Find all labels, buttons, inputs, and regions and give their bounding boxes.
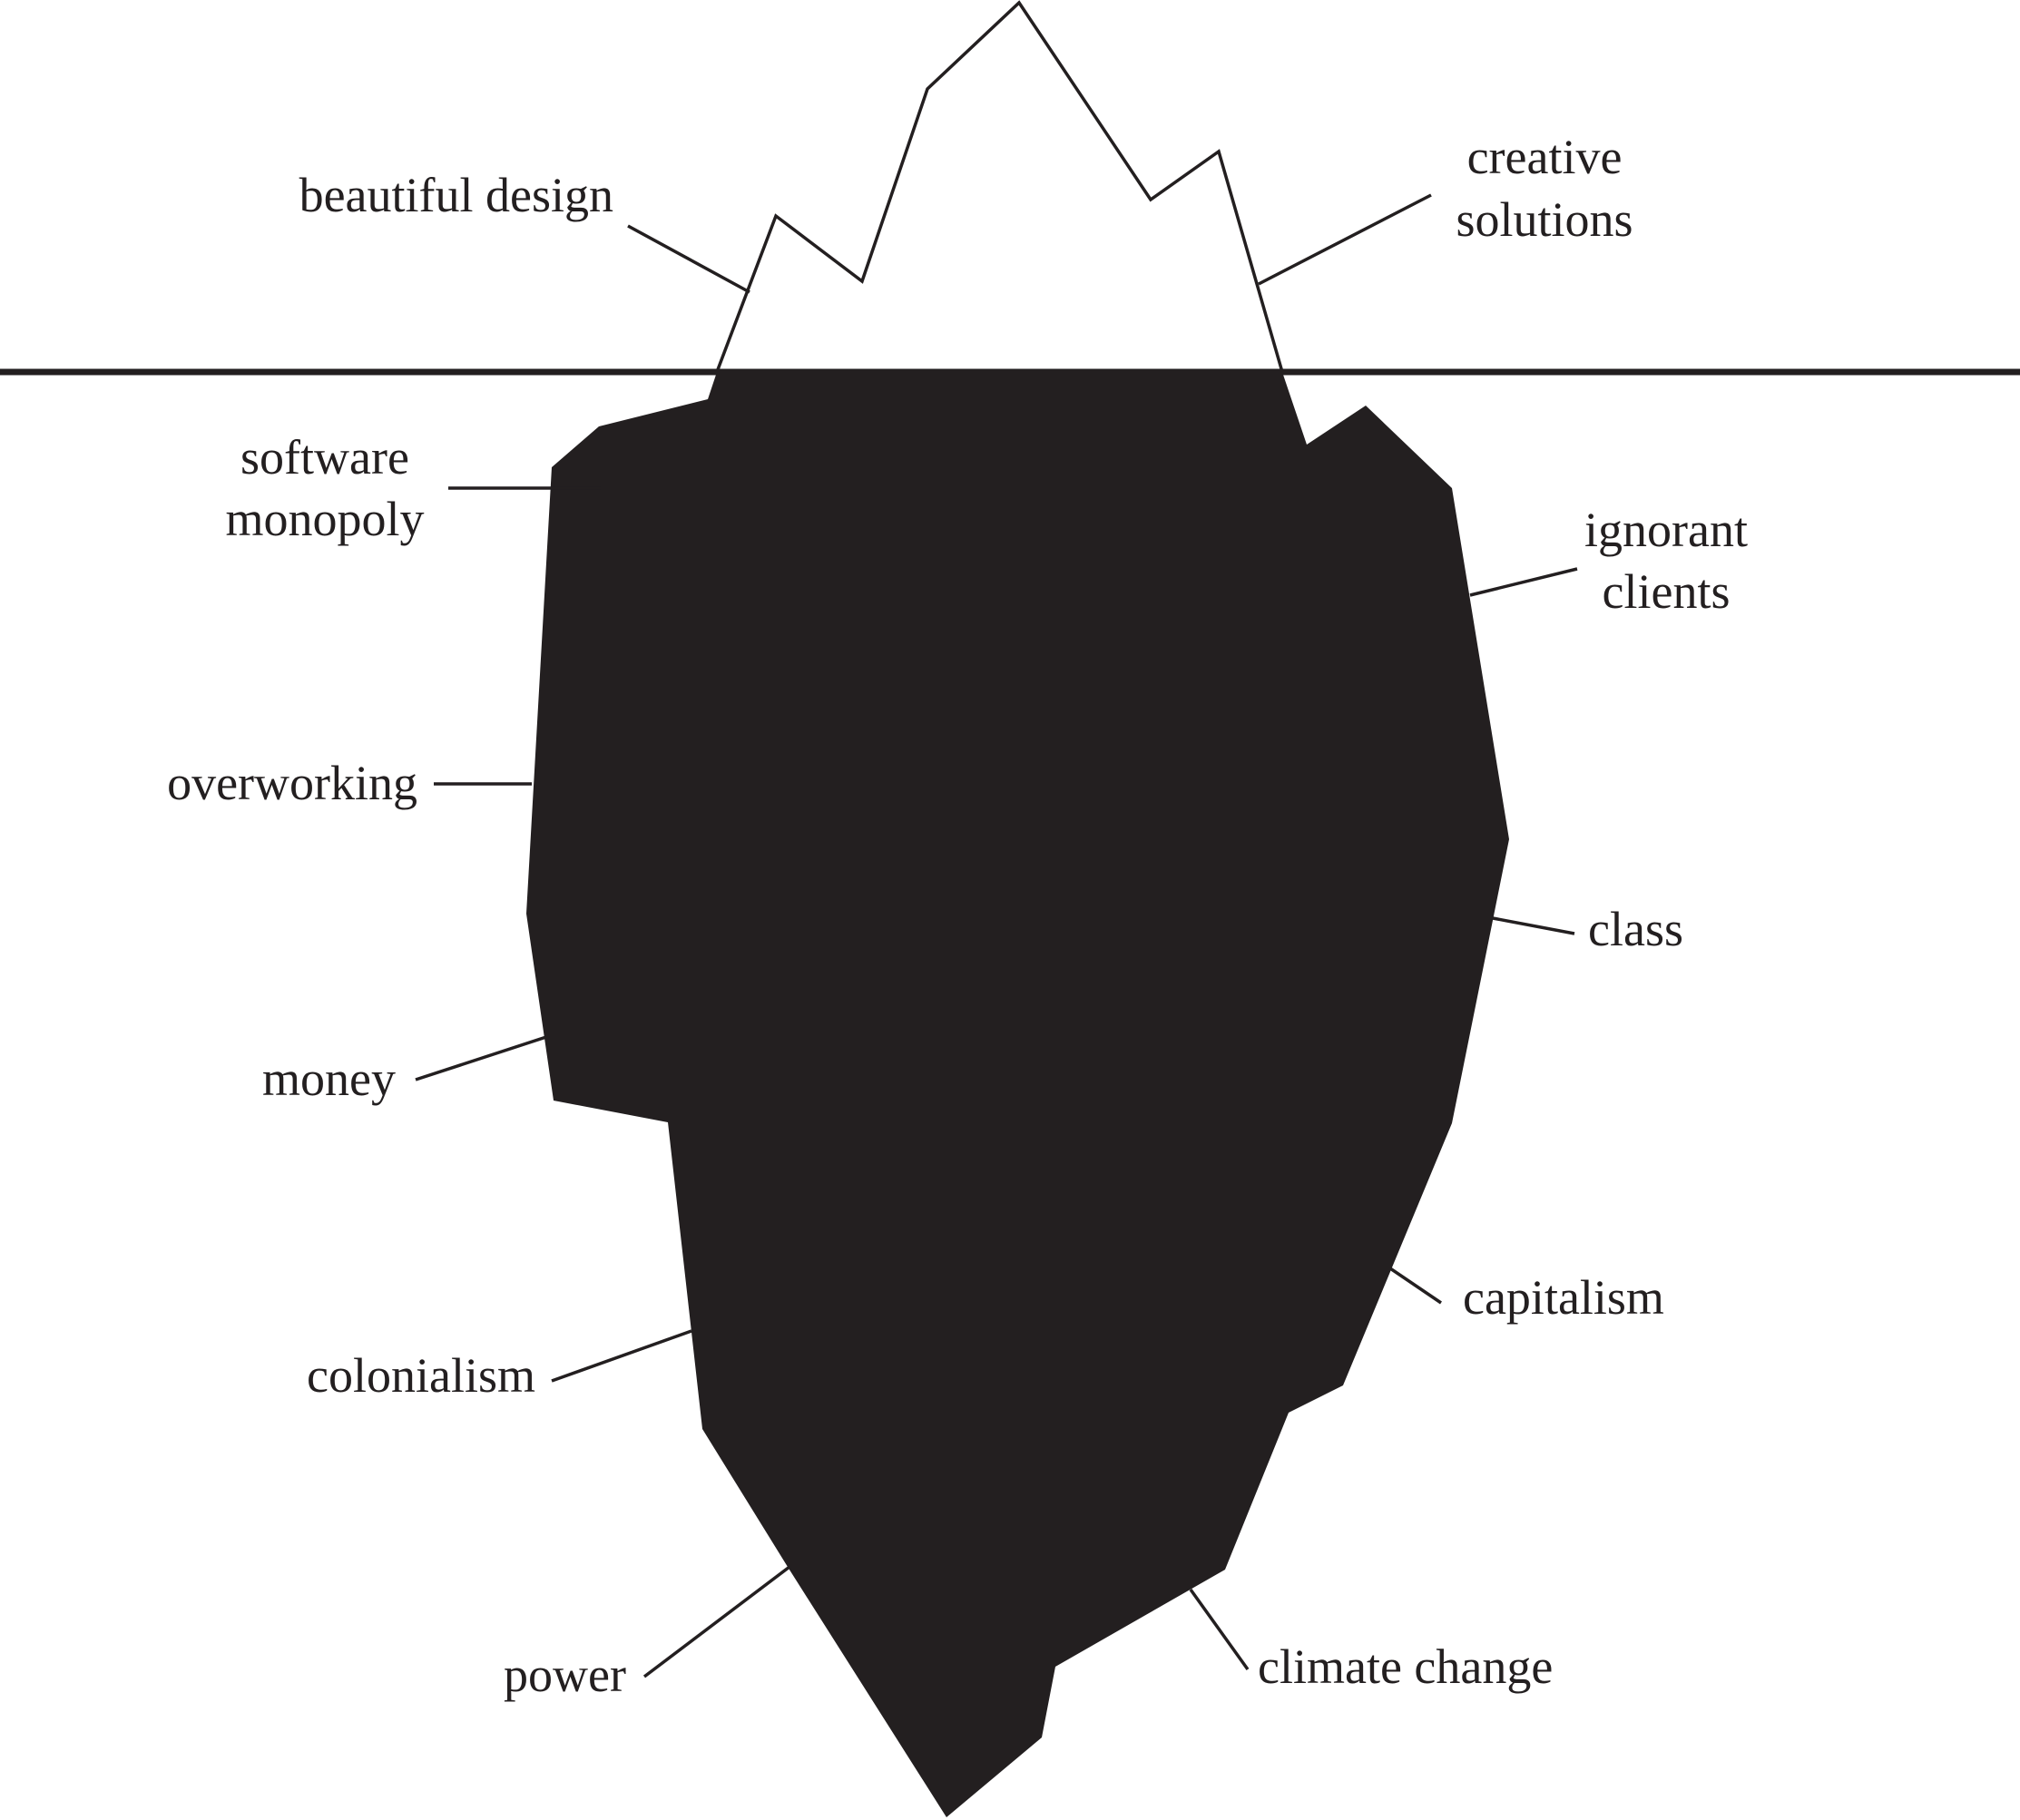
label-ignorant-clients-line2: clients (1603, 564, 1731, 619)
iceberg-submerged-mass (526, 372, 1509, 1817)
leader-power (642, 1565, 791, 1678)
label-colonialism: colonialism (307, 1348, 535, 1403)
label-software-monopoly-line1: software (240, 430, 409, 484)
leader-climate-change (1189, 1588, 1250, 1671)
leader-beautiful-design (627, 224, 750, 294)
label-beautiful-design: beautiful design (299, 168, 613, 222)
label-creative-solutions-line2: solutions (1456, 192, 1633, 247)
label-capitalism: capitalism (1463, 1270, 1664, 1325)
leader-class (1492, 916, 1575, 935)
label-creative-solutions-line1: creative (1467, 130, 1623, 184)
leader-capitalism (1389, 1267, 1442, 1305)
leader-creative-solutions (1258, 193, 1432, 286)
label-class: class (1588, 902, 1683, 956)
leader-colonialism (551, 1329, 692, 1383)
leader-money (415, 1034, 550, 1081)
label-money: money (262, 1052, 396, 1106)
iceberg-tip (714, 0, 1285, 374)
label-climate-change: climate change (1258, 1639, 1553, 1694)
label-overworking: overworking (167, 756, 417, 810)
label-power: power (504, 1648, 626, 1702)
leader-ignorant-clients (1469, 567, 1578, 597)
label-ignorant-clients-line1: ignorant (1584, 503, 1748, 557)
label-software-monopoly-line2: monopoly (225, 492, 424, 546)
